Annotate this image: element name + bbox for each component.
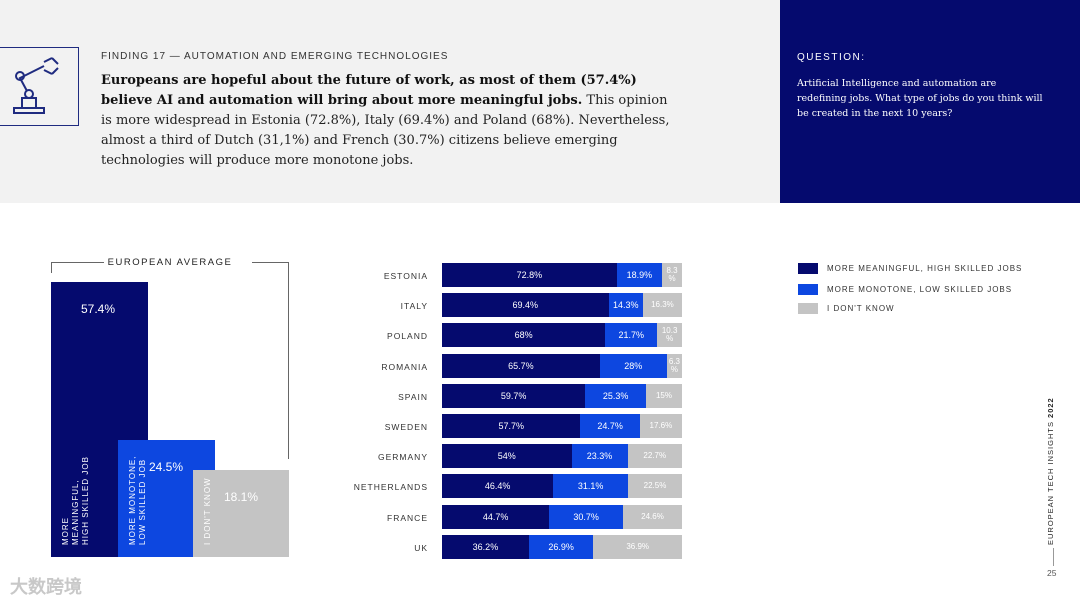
avg-value-dont-know: 18.1% — [224, 490, 259, 505]
bar-segment-sweden-meaningful: 57.7% — [442, 414, 581, 438]
bar-segment-estonia-dont-know: 8.3 % — [662, 263, 682, 287]
avg-value-monotone: 24.5% — [149, 459, 184, 474]
country-label-uk: UK — [414, 542, 428, 553]
legend-item-meaningful: MORE MEANINGFUL, HIGH SKILLED JOBS — [798, 263, 1022, 274]
legend-swatch-dont-know — [798, 303, 818, 314]
finding-panel — [0, 0, 780, 203]
bar-segment-italy-dont-know: 16.3% — [642, 293, 682, 318]
bar-segment-netherlands-meaningful: 46.4% — [442, 474, 554, 499]
page-number: 25 — [1047, 568, 1057, 578]
bar-segment-germany-monotone: 23.3% — [571, 444, 628, 469]
country-label-france: FRANCE — [387, 512, 428, 523]
question-label: QUESTION: — [797, 52, 866, 63]
legend-label-monotone: MORE MONOTONE, LOW SKILLED JOBS — [827, 285, 1013, 294]
avg-bar-dont-know — [193, 470, 289, 557]
finding-body-text: This opinion is more widespread in Eston… — [101, 93, 670, 168]
watermark-logo: 大数跨境 — [10, 577, 82, 597]
bar-segment-romania-meaningful: 65.7% — [442, 353, 600, 378]
country-label-netherlands: NETHERLANDS — [353, 482, 428, 493]
question-text: Artificial Intelligence and automation a… — [797, 78, 1043, 119]
avg-bracket-right — [252, 262, 289, 459]
bar-segment-sweden-dont-know: 17.6% — [639, 414, 682, 438]
bar-segment-netherlands-monotone: 31.1% — [553, 474, 628, 499]
bar-segment-romania-dont-know: 6.3 % — [666, 353, 682, 378]
country-label-estonia: ESTONIA — [383, 271, 428, 281]
avg-category-dont-know: I DON'T KNOW — [203, 477, 212, 545]
legend-label-dont-know: I DON'T KNOW — [827, 304, 895, 313]
bar-segment-netherlands-dont-know: 22.5% — [628, 474, 682, 499]
avg-category-monotone: MORE MONOTONE, LOW SKILLED JOB — [128, 455, 147, 545]
bar-segment-spain-dont-know: 15% — [646, 383, 682, 408]
robot-arm-icon — [13, 57, 59, 114]
avg-value-meaningful: 57.4% — [81, 302, 116, 316]
bar-segment-france-meaningful: 44.7% — [442, 504, 550, 529]
bar-segment-spain-monotone: 25.3% — [585, 383, 646, 408]
bar-segment-poland-monotone: 21.7% — [605, 323, 658, 348]
side-divider — [1053, 548, 1054, 566]
bar-segment-france-dont-know: 24.6% — [622, 504, 682, 529]
bar-segment-estonia-monotone: 18.9% — [616, 263, 663, 287]
bar-segment-france-monotone: 30.7% — [549, 504, 623, 529]
bar-segment-spain-meaningful: 59.7% — [442, 383, 586, 408]
legend-item-dont-know: I DON'T KNOW — [798, 303, 895, 314]
finding-bold-text: Europeans are hopeful about the future o… — [101, 73, 637, 108]
bar-segment-uk-dont-know: 36.9% — [593, 534, 682, 559]
icon-box — [0, 47, 79, 126]
question-panel: QUESTION: Artificial Intelligence and au… — [780, 0, 1080, 203]
country-label-germany: GERMANY — [378, 452, 428, 463]
country-label-romania: ROMANIA — [381, 361, 428, 372]
report-side-title: EUROPEAN TECH INSIGHTS 2022 — [1046, 397, 1055, 545]
bar-segment-germany-meaningful: 54% — [442, 444, 572, 469]
country-label-spain: SPAIN — [398, 391, 428, 402]
country-label-poland: POLAND — [387, 331, 428, 342]
legend-label-meaningful: MORE MEANINGFUL, HIGH SKILLED JOBS — [827, 264, 1023, 273]
bar-segment-romania-monotone: 28% — [599, 353, 667, 378]
avg-category-meaningful: MORE MEANINGFUL, HIGH SKILLED JOB — [61, 456, 90, 545]
bar-segment-germany-dont-know: 22.7% — [627, 444, 682, 469]
report-side-title-year: 2022 — [1046, 397, 1055, 418]
finding-kicker: FINDING 17 — AUTOMATION AND EMERGING TEC… — [101, 51, 449, 62]
bar-segment-estonia-meaningful: 72.8% — [442, 263, 617, 287]
country-label-italy: ITALY — [400, 301, 428, 312]
bar-segment-sweden-monotone: 24.7% — [580, 414, 640, 438]
bar-segment-italy-monotone: 14.3% — [608, 293, 643, 318]
bar-segment-italy-meaningful: 69.4% — [442, 293, 609, 318]
legend-swatch-meaningful — [798, 263, 818, 274]
country-label-sweden: SWEDEN — [384, 422, 428, 432]
bar-segment-poland-dont-know: 10.3 % — [657, 323, 682, 348]
report-side-title-text: EUROPEAN TECH INSIGHTS — [1046, 417, 1055, 545]
avg-bracket-left — [51, 262, 104, 273]
avg-chart-title: EUROPEAN AVERAGE — [107, 257, 233, 268]
finding-text: Europeans are hopeful about the future o… — [101, 71, 681, 171]
legend-item-monotone: MORE MONOTONE, LOW SKILLED JOBS — [798, 284, 1012, 295]
bar-segment-uk-monotone: 26.9% — [528, 534, 594, 559]
legend-swatch-monotone — [798, 284, 818, 295]
bar-segment-poland-meaningful: 68% — [442, 323, 606, 348]
bar-segment-uk-meaningful: 36.2% — [442, 534, 529, 559]
